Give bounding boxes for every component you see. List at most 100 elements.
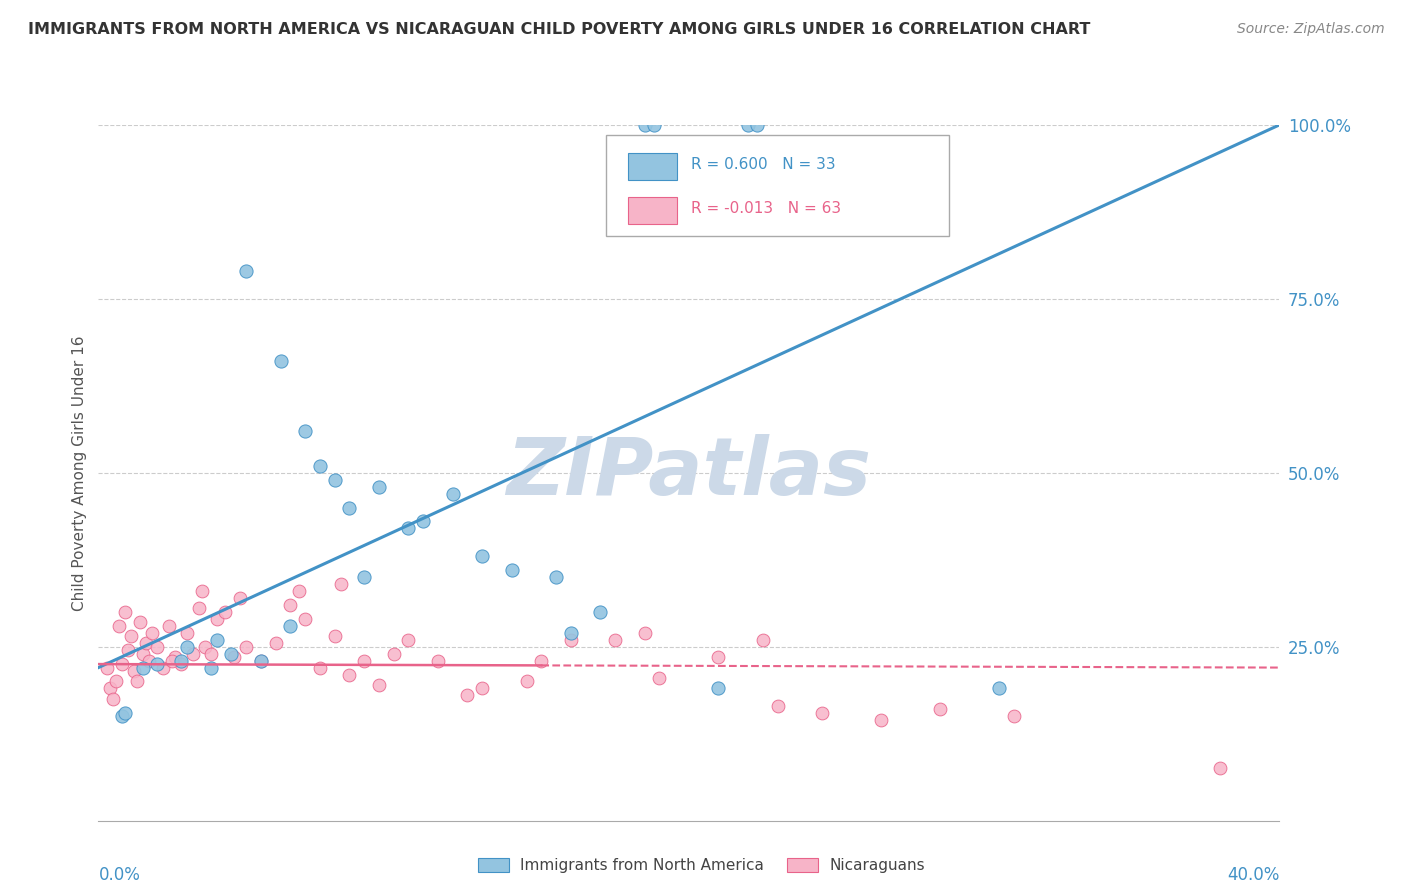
- Point: [987, 681, 1010, 696]
- Point: [1002, 709, 1025, 723]
- FancyBboxPatch shape: [627, 197, 678, 224]
- Point: [125, 674, 148, 689]
- Point: [707, 681, 730, 696]
- Point: [648, 671, 671, 685]
- Point: [229, 591, 252, 605]
- Point: [181, 647, 204, 661]
- Point: [751, 632, 773, 647]
- Point: [309, 660, 332, 674]
- Point: [382, 647, 405, 661]
- Point: [96, 660, 118, 674]
- Point: [368, 678, 391, 692]
- Point: [187, 601, 209, 615]
- Point: [456, 689, 478, 703]
- Point: [135, 636, 157, 650]
- Point: [589, 605, 612, 619]
- Point: [191, 584, 214, 599]
- Point: [928, 702, 950, 716]
- Point: [114, 605, 136, 619]
- Point: [294, 612, 316, 626]
- Point: [98, 681, 121, 696]
- Point: [170, 654, 193, 668]
- Text: 0.0%: 0.0%: [98, 866, 141, 884]
- Point: [111, 657, 134, 671]
- Point: [427, 654, 450, 668]
- Point: [270, 354, 292, 368]
- Point: [152, 660, 174, 674]
- Point: [194, 640, 217, 654]
- Point: [737, 118, 759, 132]
- Point: [122, 664, 145, 678]
- Point: [810, 706, 832, 720]
- Point: [869, 713, 891, 727]
- Point: [176, 625, 198, 640]
- Point: [633, 625, 655, 640]
- Point: [605, 632, 627, 647]
- Point: [707, 650, 730, 665]
- Point: [250, 654, 273, 668]
- Point: [205, 612, 228, 626]
- Point: [165, 650, 187, 665]
- Point: [288, 584, 311, 599]
- Point: [412, 515, 434, 529]
- Point: [224, 650, 246, 665]
- Point: [353, 570, 375, 584]
- Point: [643, 118, 665, 132]
- Point: [200, 647, 222, 661]
- Point: [200, 660, 222, 674]
- Text: R = -0.013   N = 63: R = -0.013 N = 63: [692, 201, 841, 216]
- Point: [745, 118, 768, 132]
- Point: [471, 549, 494, 564]
- Text: Nicaraguans: Nicaraguans: [830, 858, 925, 872]
- FancyBboxPatch shape: [627, 153, 678, 180]
- Point: [205, 632, 228, 647]
- Point: [329, 577, 352, 591]
- Point: [766, 698, 789, 713]
- Point: [471, 681, 494, 696]
- Text: Immigrants from North America: Immigrants from North America: [520, 858, 763, 872]
- Point: [141, 625, 163, 640]
- Point: [396, 632, 419, 647]
- Point: [501, 563, 523, 577]
- Point: [103, 692, 125, 706]
- Point: [309, 458, 332, 473]
- Point: [235, 640, 257, 654]
- Point: [120, 629, 142, 643]
- Y-axis label: Child Poverty Among Girls Under 16: Child Poverty Among Girls Under 16: [72, 335, 87, 610]
- Point: [560, 632, 582, 647]
- Point: [219, 647, 243, 661]
- Point: [162, 654, 183, 668]
- Text: Source: ZipAtlas.com: Source: ZipAtlas.com: [1237, 22, 1385, 37]
- Point: [353, 654, 375, 668]
- Point: [264, 636, 287, 650]
- Point: [108, 619, 131, 633]
- Point: [323, 473, 346, 487]
- Text: IMMIGRANTS FROM NORTH AMERICA VS NICARAGUAN CHILD POVERTY AMONG GIRLS UNDER 16 C: IMMIGRANTS FROM NORTH AMERICA VS NICARAG…: [28, 22, 1091, 37]
- Point: [157, 619, 180, 633]
- Point: [114, 706, 136, 720]
- Point: [516, 674, 538, 689]
- Point: [117, 643, 139, 657]
- Point: [250, 654, 273, 668]
- Point: [633, 118, 655, 132]
- Point: [105, 674, 128, 689]
- Text: R = 0.600   N = 33: R = 0.600 N = 33: [692, 157, 837, 172]
- Text: 40.0%: 40.0%: [1227, 866, 1279, 884]
- Point: [546, 570, 568, 584]
- Point: [1209, 761, 1232, 775]
- Point: [128, 615, 150, 630]
- Point: [111, 709, 134, 723]
- Point: [235, 264, 257, 278]
- Point: [146, 657, 169, 671]
- Point: [530, 654, 553, 668]
- Point: [278, 598, 302, 612]
- Point: [560, 625, 582, 640]
- Point: [323, 629, 346, 643]
- Point: [146, 640, 169, 654]
- Point: [214, 605, 236, 619]
- Point: [132, 647, 155, 661]
- Point: [138, 654, 160, 668]
- Point: [176, 640, 198, 654]
- Point: [337, 667, 360, 681]
- Point: [294, 424, 316, 438]
